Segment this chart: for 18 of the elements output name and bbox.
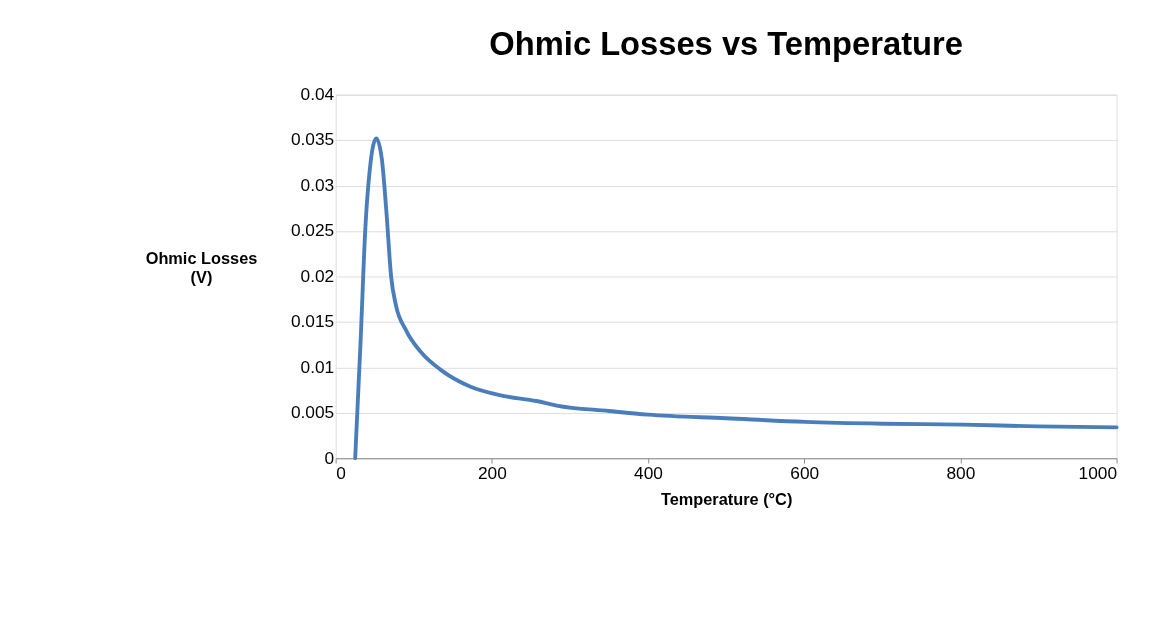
y-axis-title: Ohmic Losses (V) bbox=[145, 249, 258, 286]
x-tick-label: 800 bbox=[946, 462, 976, 483]
y-tick-label: 0.01 bbox=[300, 356, 335, 377]
y-tick-label: 0.005 bbox=[290, 402, 335, 423]
x-axis-title: Temperature (°C) bbox=[660, 489, 793, 508]
y-tick-label: 0.025 bbox=[290, 220, 335, 241]
y-tick-label: 0.02 bbox=[300, 265, 335, 286]
x-tick-label: 1000 bbox=[1078, 462, 1118, 483]
x-tick-label: 600 bbox=[790, 462, 820, 483]
y-tick-label: 0.04 bbox=[300, 84, 335, 104]
y-tick-label: 0 bbox=[324, 447, 335, 468]
y-tick-label: 0.03 bbox=[300, 174, 335, 195]
x-tick-label: 200 bbox=[477, 462, 507, 483]
chart-title: Ohmic Losses vs Temperature bbox=[489, 25, 963, 63]
x-tick-label: 400 bbox=[634, 462, 663, 483]
line-series bbox=[353, 136, 1119, 461]
y-tick-label: 0.035 bbox=[290, 129, 335, 150]
y-tick-label: 0.015 bbox=[290, 311, 335, 332]
